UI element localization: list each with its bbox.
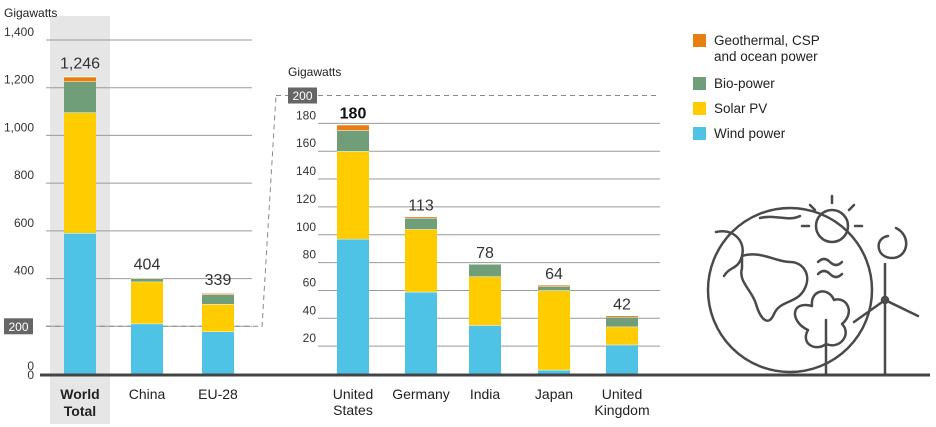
- x-category-label: Total: [64, 403, 96, 419]
- x-category-label: China: [129, 386, 166, 402]
- bar-total-label: 404: [134, 257, 161, 274]
- bar-segment-bio-power: [405, 218, 437, 230]
- badge-200: [4, 318, 33, 335]
- bar-segment-geothermal-csp-and-ocean-power: [64, 76, 96, 82]
- legend-swatch: [693, 34, 706, 47]
- bar-total-label: 78: [476, 245, 494, 262]
- y-tick-label: 120: [296, 192, 316, 206]
- y-tick-label-zero: 0: [27, 368, 34, 382]
- x-category-label: States: [333, 402, 373, 418]
- y-axis-unit-left: Gigawatts: [4, 6, 57, 20]
- bar-segment-wind-power: [202, 331, 234, 374]
- earth-sun-wind-tree-illustration-icon: [706, 194, 920, 376]
- bar-segment-bio-power: [538, 286, 570, 291]
- y-tick-label: 40: [303, 303, 317, 317]
- y-tick-label: 1,200: [4, 73, 34, 87]
- left-panel-world-china-eu: Gigawatts 0 200 400 600 800 1,000 1,200 1,400 1,2…: [4, 6, 262, 424]
- bar-total-label: 42: [613, 297, 631, 314]
- bar-segment-solar-pv: [131, 281, 163, 324]
- x-category-label: United: [602, 386, 642, 402]
- legend-swatch: [693, 102, 706, 115]
- x-category-label: Japan: [535, 386, 573, 402]
- x-category-label: EU-28: [198, 386, 238, 402]
- bar-segment-wind-power: [469, 325, 501, 374]
- bar-segment-bio-power: [131, 278, 163, 282]
- y-tick-label: 60: [303, 275, 317, 289]
- legend-label: Geothermal, CSP: [714, 33, 820, 48]
- y-tick-label: 0: [27, 359, 34, 373]
- y-tick-label: 100: [296, 220, 316, 234]
- bar-segment-bio-power: [202, 294, 234, 305]
- bar-segment-solar-pv: [337, 151, 369, 239]
- bar-total-label: 64: [545, 266, 563, 283]
- bar-segment-wind-power: [405, 291, 437, 374]
- bar-segment-solar-pv: [64, 112, 96, 234]
- legend-label: Bio-power: [714, 76, 775, 91]
- bar-total-label: 113: [408, 198, 434, 215]
- x-category-label: India: [470, 386, 501, 402]
- bar-segment-bio-power: [606, 316, 638, 327]
- x-category-label: United: [333, 386, 373, 402]
- y-tick-label: 140: [296, 164, 316, 178]
- bar-total-label: 339: [205, 272, 232, 289]
- legend-swatch: [693, 77, 706, 90]
- bar-segment-geothermal-csp-and-ocean-power: [606, 315, 638, 317]
- bar-segment-wind-power: [606, 344, 638, 374]
- y-tick-label: 20: [303, 331, 317, 345]
- badge-200: [288, 87, 317, 104]
- zoom-connector-line: [261, 95, 277, 328]
- bar-segment-solar-pv: [405, 229, 437, 292]
- y-tick-label: 1,000: [4, 120, 34, 134]
- bar-segment-wind-power: [64, 233, 96, 374]
- legend-swatch: [693, 127, 706, 140]
- legend-label: Solar PV: [714, 101, 767, 116]
- legend-label: and ocean power: [714, 49, 818, 64]
- bar-segment-bio-power: [469, 263, 501, 277]
- bar-segment-solar-pv: [469, 276, 501, 326]
- right-panel-country-detail: Gigawatts 20 40 60 80 100 120 140 160 180 200 180 Un…: [261, 65, 660, 418]
- bar-segment-wind-power: [337, 238, 369, 374]
- y-tick-label: 800: [14, 168, 34, 182]
- bar-segment-solar-pv: [202, 304, 234, 332]
- x-category-label: World: [60, 386, 99, 402]
- bar-segment-wind-power: [131, 323, 163, 374]
- bar-total-label: 1,246: [60, 56, 100, 73]
- bar-segment-geothermal-csp-and-ocean-power: [337, 124, 369, 131]
- y-tick-label: 160: [296, 136, 316, 150]
- y-tick-label: 400: [14, 264, 34, 278]
- y-tick-label: 600: [14, 216, 34, 230]
- x-category-label: Germany: [392, 386, 450, 402]
- y-tick-label: 80: [303, 248, 317, 262]
- x-category-label: Kingdom: [594, 402, 649, 418]
- y-axis-unit-right: Gigawatts: [288, 65, 341, 79]
- bar-segment-solar-pv: [538, 290, 570, 370]
- bar-segment-geothermal-csp-and-ocean-power: [202, 293, 234, 295]
- bar-segment-solar-pv: [606, 326, 638, 345]
- y-tick-label: 1,400: [4, 25, 34, 39]
- y-tick-label: 200: [292, 89, 312, 103]
- bar-segment-geothermal-csp-and-ocean-power: [405, 216, 437, 219]
- bar-segment-wind-power: [538, 369, 570, 374]
- y-tick-label: 200: [8, 320, 28, 334]
- y-tick-label: 180: [296, 108, 316, 122]
- bar-segment-bio-power: [64, 81, 96, 113]
- legend-label: Wind power: [714, 126, 786, 141]
- bar-segment-geothermal-csp-and-ocean-power: [538, 284, 570, 287]
- bar-segment-bio-power: [337, 130, 369, 152]
- bar-total-label: 180: [340, 106, 367, 123]
